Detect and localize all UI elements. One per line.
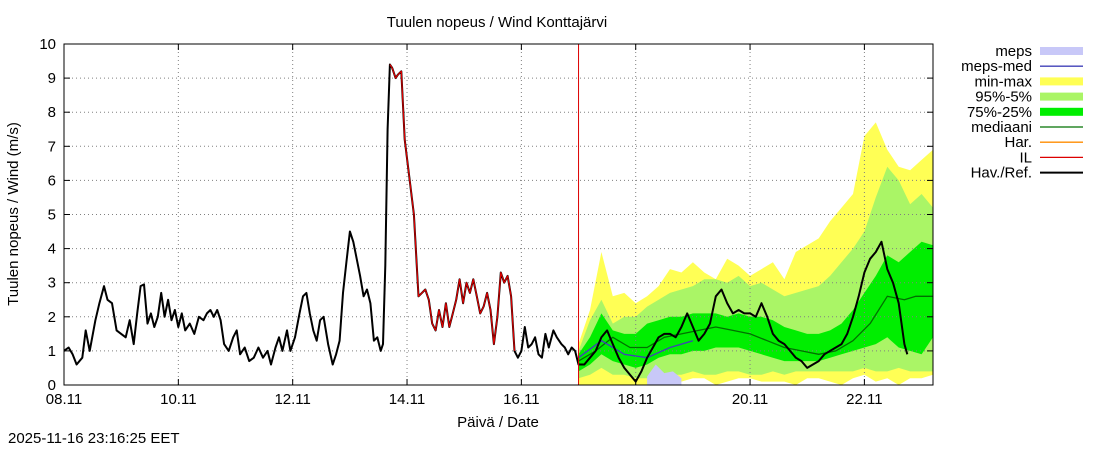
y-tick-label: 7 <box>48 138 56 155</box>
y-tick-label: 1 <box>48 343 56 360</box>
series-lines <box>64 63 933 383</box>
legend-label-min-max: min-max <box>974 73 1032 90</box>
gridlines <box>64 44 933 385</box>
x-tick-label: 08.11 <box>46 391 82 408</box>
timestamp: 2025-11-16 23:16:25 EET <box>8 430 180 447</box>
y-tick-label: 6 <box>48 172 56 189</box>
y-tick-label: 0 <box>48 377 56 394</box>
y-tick-label: 9 <box>48 70 56 87</box>
x-tick-label: 12.11 <box>274 391 310 408</box>
legend-swatch-75-25 <box>1040 107 1083 116</box>
x-axis-label: Päivä / Date <box>457 414 539 431</box>
tick-labels: 0 1 2 3 4 5 6 7 8 9 10 08.11 10.11 12.11 14.11 16.11 18.… <box>39 36 882 408</box>
x-tick-label: 22.11 <box>846 391 882 408</box>
legend-label-hav-ref: Hav./Ref. <box>971 165 1032 182</box>
legend-label-95-5: 95%-5% <box>975 89 1032 106</box>
plot-frame <box>63 43 934 386</box>
legend: mepsmeps-medmin-max95%-5%75%-25%mediaani… <box>961 43 1083 182</box>
legend-label-har: Har. <box>1004 134 1032 151</box>
legend-label-meps: meps <box>995 43 1032 60</box>
series-meps-med <box>578 340 694 359</box>
chart-title: Tuulen nopeus / Wind Konttajärvi <box>387 14 607 31</box>
y-tick-label: 5 <box>48 207 56 224</box>
x-tick-label: 14.11 <box>389 391 425 408</box>
legend-swatch-meps <box>1040 47 1083 55</box>
legend-label-75-25: 75%-25% <box>967 104 1032 121</box>
x-tick-label: 16.11 <box>503 391 539 408</box>
legend-label-il: IL <box>1019 149 1032 166</box>
y-tick-label: 10 <box>39 36 56 53</box>
series-mediaani <box>578 295 933 362</box>
y-tick-label: 4 <box>48 241 56 258</box>
x-tick-label: 18.11 <box>617 391 653 408</box>
y-axis-label: Tuulen nopeus / Wind (m/s) <box>5 122 22 306</box>
y-tick-label: 3 <box>48 275 56 292</box>
x-tick-label: 20.11 <box>732 391 768 408</box>
legend-label-mediaani: mediaani <box>971 119 1032 136</box>
legend-label-meps-med: meps-med <box>961 58 1032 75</box>
y-tick-label: 8 <box>48 104 56 121</box>
band-meps <box>647 364 682 385</box>
x-tick-label: 10.11 <box>160 391 196 408</box>
legend-swatch-95-5 <box>1040 92 1083 101</box>
uncertainty-bands <box>578 122 933 385</box>
y-tick-label: 2 <box>48 309 56 326</box>
series-il <box>389 64 516 351</box>
legend-swatch-min-max <box>1040 77 1083 86</box>
